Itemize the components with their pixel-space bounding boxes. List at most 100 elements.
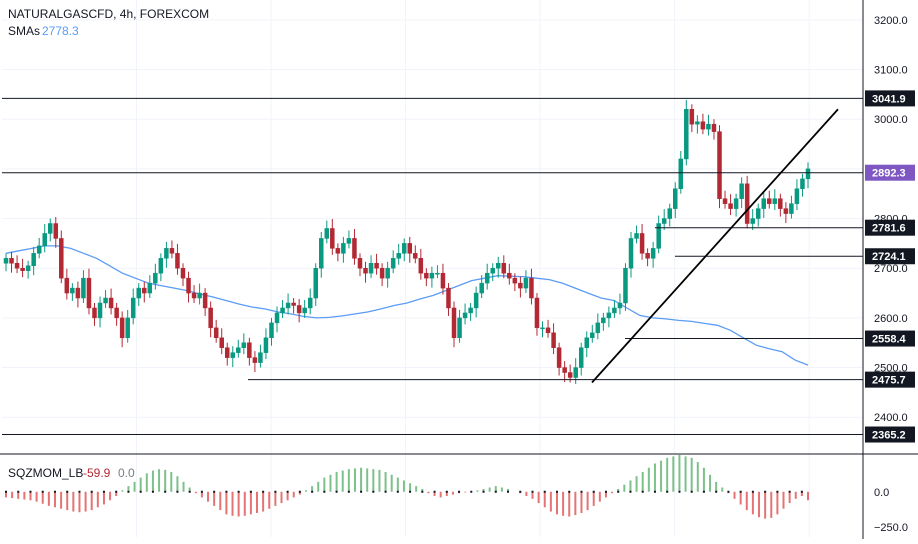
candle-body: [645, 253, 650, 259]
candle-body: [551, 332, 556, 348]
squeeze-dot: [311, 490, 314, 493]
candle-body: [20, 267, 25, 271]
candle-body: [673, 188, 678, 209]
squeeze-dot: [360, 490, 363, 493]
squeeze-dot: [788, 490, 791, 493]
squeeze-dot: [727, 490, 730, 493]
candle-body: [518, 282, 523, 289]
candle-body: [197, 292, 202, 299]
candle-body: [103, 297, 108, 304]
candle-body: [567, 372, 573, 378]
squeeze-dot: [249, 490, 252, 493]
indicator-value: 2778.3: [42, 24, 79, 38]
candle-body: [678, 158, 684, 189]
candle-body: [767, 198, 772, 204]
candle-body: [81, 277, 86, 299]
candle-body: [800, 178, 805, 189]
candle-body: [783, 208, 789, 214]
squeeze-dot: [323, 490, 326, 493]
squeeze-dot: [470, 490, 473, 493]
candle-body: [656, 223, 661, 249]
candle-body: [119, 317, 125, 339]
squeeze-dot: [666, 490, 669, 493]
squeeze-dot: [458, 490, 461, 493]
candle-body: [584, 337, 590, 348]
squeeze-dot: [139, 490, 142, 493]
candle-body: [330, 228, 335, 249]
candle-body: [153, 272, 158, 284]
level-label-bg: [865, 164, 915, 181]
candle-body: [446, 287, 451, 309]
squeeze-dot: [115, 490, 118, 493]
squeeze-dot: [494, 490, 497, 493]
squeeze-dot: [66, 490, 69, 493]
candle-body: [247, 342, 252, 358]
candle-body: [291, 302, 296, 306]
candle-body: [313, 267, 318, 299]
level-label: 3041.9: [872, 93, 906, 105]
squeeze-dot: [482, 490, 485, 493]
candle-body: [379, 267, 385, 279]
candle-body: [14, 263, 20, 269]
candle-body: [789, 203, 794, 214]
squeeze-dot: [335, 490, 338, 493]
candle-body: [667, 208, 672, 219]
squeeze-dot: [617, 490, 620, 493]
squeeze-dot: [604, 490, 607, 493]
candle-body: [186, 277, 191, 294]
trendline[interactable]: [591, 108, 839, 384]
squeeze-dot: [237, 490, 240, 493]
price-tick-label: 2500.0: [874, 363, 908, 375]
squeeze-dot: [262, 490, 265, 493]
candle-body: [108, 297, 114, 309]
candle-body: [368, 263, 374, 274]
candle-body: [230, 352, 236, 358]
candle-body: [319, 238, 324, 269]
level-label: 2892.3: [872, 168, 906, 180]
candle-body: [158, 258, 164, 274]
candle-body: [142, 287, 147, 294]
level-label-bg: [865, 426, 915, 443]
candle-body: [385, 267, 390, 279]
candle-body: [42, 233, 47, 247]
sub-value2: 0.0: [118, 466, 135, 480]
candle-body: [700, 121, 706, 130]
candle-body: [695, 121, 700, 125]
squeeze-dot: [433, 490, 436, 493]
price-tick-label: 3200.0: [874, 15, 908, 27]
squeeze-dot: [531, 490, 534, 493]
candle-body: [424, 272, 429, 279]
level-label-bg: [865, 248, 915, 265]
candle-body: [407, 243, 413, 254]
candle-body: [280, 307, 285, 314]
squeeze-dot: [690, 490, 693, 493]
squeeze-dot: [580, 490, 583, 493]
candle-body: [684, 109, 689, 160]
level-label-bg: [865, 90, 915, 107]
squeeze-dot: [751, 490, 754, 493]
candle-body: [86, 277, 92, 309]
squeeze-dot: [78, 490, 81, 493]
symbol-title: NATURALGASCFD, 4h, FOREXCOM: [8, 7, 209, 21]
candle-body: [755, 208, 761, 219]
squeeze-dot: [286, 490, 289, 493]
candle-body: [396, 253, 401, 259]
candle-body: [435, 272, 440, 275]
level-label: 2475.7: [872, 375, 906, 387]
candle-body: [534, 297, 540, 329]
candle-body: [650, 248, 656, 259]
squeeze-dot: [629, 490, 632, 493]
squeeze-dot: [764, 490, 767, 493]
squeeze-dot: [5, 490, 7, 493]
candle-body: [805, 168, 811, 180]
price-tick-label: 3100.0: [874, 65, 908, 77]
candle-body: [324, 228, 330, 239]
candle-body: [9, 258, 14, 264]
candle-body: [457, 317, 462, 339]
squeeze-dot: [592, 490, 595, 493]
candle-body: [285, 302, 291, 309]
squeeze-dot: [17, 490, 20, 493]
candle-body: [601, 317, 606, 324]
